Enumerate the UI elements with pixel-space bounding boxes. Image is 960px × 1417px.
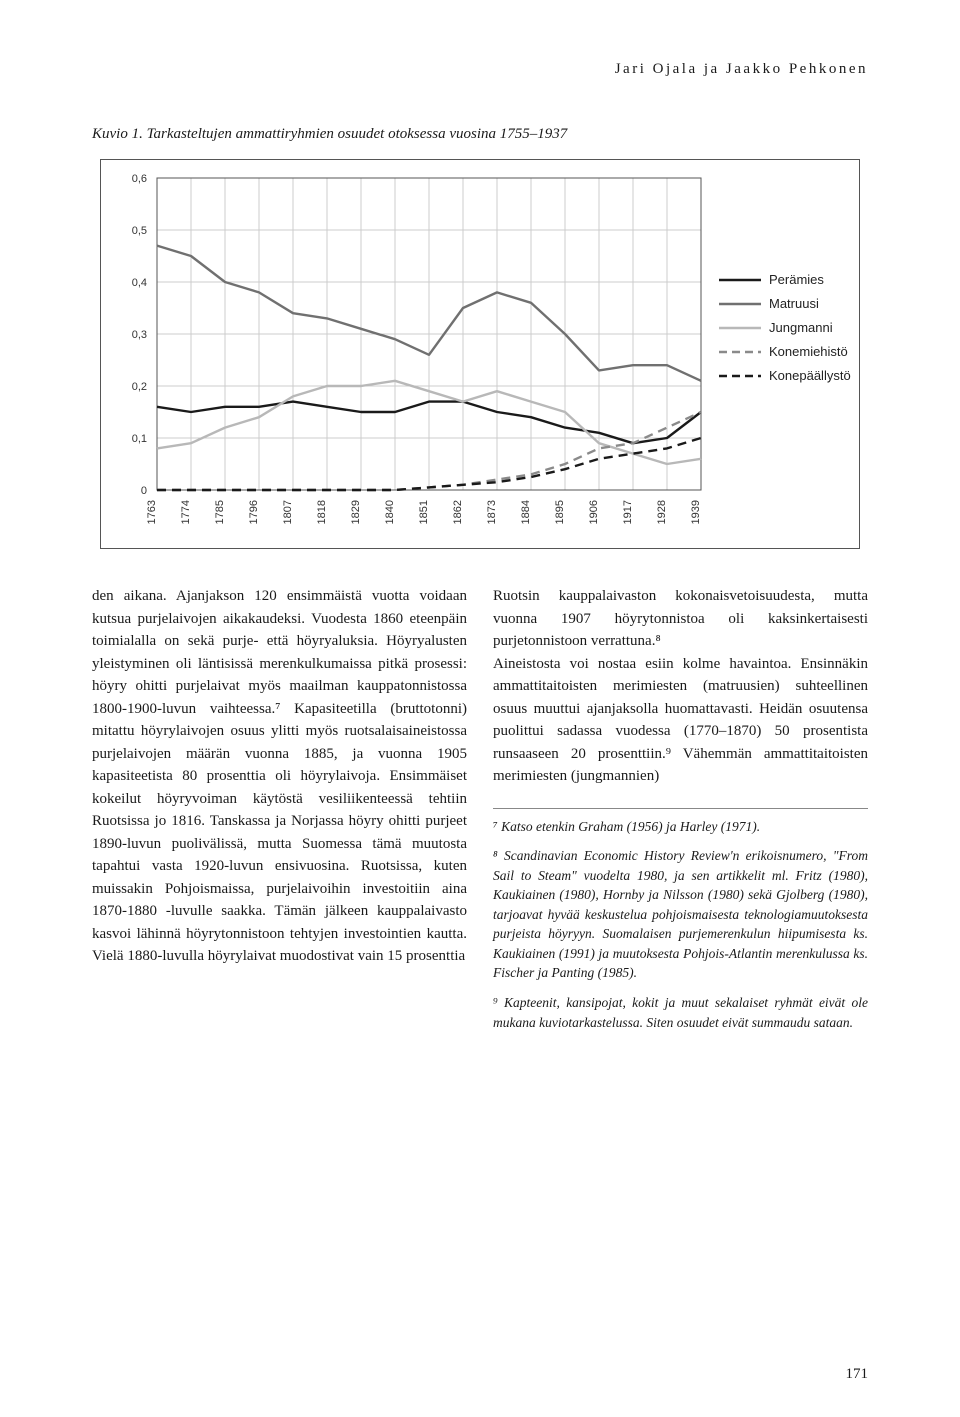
footnote-8: ⁸ Scandinavian Economic History Review'n…	[493, 846, 868, 983]
chart-container: 0 0,1 0,2 0,3 0,4 0,5 0,6 1763 1774 1785 1796 1807 1…	[100, 159, 860, 549]
svg-text:1873: 1873	[486, 500, 498, 524]
chart-frame: 0 0,1 0,2 0,3 0,4 0,5 0,6 1763 1774 1785 1796 1807 1…	[100, 159, 860, 549]
svg-text:1851: 1851	[418, 500, 430, 524]
svg-text:1884: 1884	[520, 500, 532, 524]
svg-text:0,6: 0,6	[132, 173, 147, 185]
svg-text:1829: 1829	[350, 500, 362, 524]
svg-text:1774: 1774	[180, 500, 192, 524]
svg-text:1840: 1840	[384, 500, 396, 524]
svg-text:0,2: 0,2	[132, 381, 147, 393]
svg-text:1785: 1785	[214, 500, 226, 524]
author-header: Jari Ojala ja Jaakko Pehkonen	[92, 58, 868, 81]
footnote-9: ⁹ Kapteenit, kansipojat, kokit ja muut s…	[493, 993, 868, 1032]
svg-text:1917: 1917	[622, 500, 634, 524]
svg-text:1928: 1928	[656, 500, 668, 524]
svg-text:1807: 1807	[282, 500, 294, 524]
svg-text:Konemiehistö: Konemiehistö	[769, 344, 848, 359]
svg-text:1763: 1763	[146, 500, 158, 524]
body-left-text: den aikana. Ajanjakson 120 ensimmäistä v…	[92, 585, 467, 968]
line-chart: 0 0,1 0,2 0,3 0,4 0,5 0,6 1763 1774 1785 1796 1807 1…	[101, 160, 859, 548]
right-column: Ruotsin kauppalaivaston kokonaisvetoisuu…	[493, 585, 868, 1042]
body-right-text: Ruotsin kauppalaivaston kokonaisvetoisuu…	[493, 585, 868, 788]
svg-text:Konepäällystö: Konepäällystö	[769, 368, 851, 383]
svg-text:0,5: 0,5	[132, 225, 147, 237]
svg-text:1862: 1862	[452, 500, 464, 524]
body-columns: den aikana. Ajanjakson 120 ensimmäistä v…	[92, 585, 868, 1042]
svg-text:0: 0	[141, 485, 147, 497]
svg-text:0,4: 0,4	[132, 277, 147, 289]
svg-text:Matruusi: Matruusi	[769, 296, 819, 311]
footnote-7: ⁷ Katso etenkin Graham (1956) ja Harley …	[493, 817, 868, 837]
figure-caption: Kuvio 1. Tarkasteltujen ammattiryhmien o…	[92, 123, 868, 146]
svg-text:0,1: 0,1	[132, 433, 147, 445]
svg-text:1895: 1895	[554, 500, 566, 524]
svg-text:1906: 1906	[588, 500, 600, 524]
svg-text:1818: 1818	[316, 500, 328, 524]
svg-text:Jungmanni: Jungmanni	[769, 320, 833, 335]
svg-text:0,3: 0,3	[132, 329, 147, 341]
svg-text:1796: 1796	[248, 500, 260, 524]
svg-text:Perämies: Perämies	[769, 272, 824, 287]
svg-text:1939: 1939	[690, 500, 702, 524]
page-number: 171	[846, 1363, 869, 1386]
left-column: den aikana. Ajanjakson 120 ensimmäistä v…	[92, 585, 467, 1042]
footnotes: ⁷ Katso etenkin Graham (1956) ja Harley …	[493, 808, 868, 1033]
